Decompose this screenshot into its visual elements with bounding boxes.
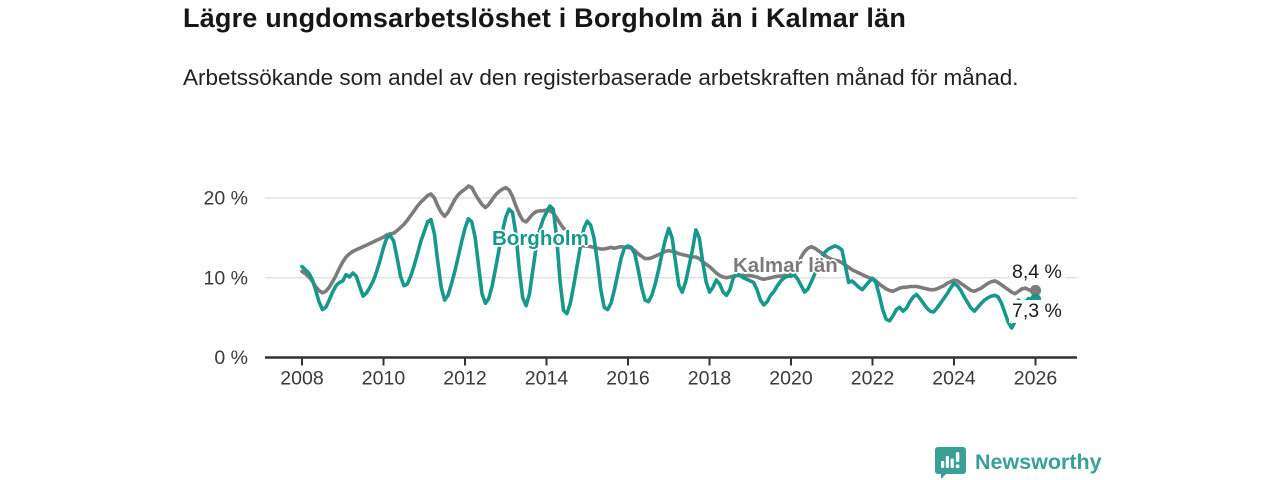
y-axis-tick-label: 10 % (204, 267, 248, 289)
x-axis-tick-label: 2024 (932, 368, 976, 390)
x-axis-tick-label: 2014 (525, 368, 569, 390)
series-end-dot (1029, 284, 1042, 297)
x-axis-tick-label: 2020 (769, 368, 813, 390)
newsworthy-logo: Newsworthy (935, 446, 1102, 479)
x-axis-tick-label: 2026 (1014, 368, 1057, 390)
end-value-label-borgholm: 7,3 % (1009, 300, 1065, 323)
page-title: Lägre ungdomsarbetslöshet i Borgholm än … (183, 3, 907, 33)
y-axis-tick-label: 0 % (214, 347, 248, 369)
x-axis-tick-label: 2018 (688, 368, 731, 390)
x-axis-tick-label: 2016 (606, 368, 649, 390)
x-axis-tick-label: 2010 (362, 368, 406, 390)
series-line-kalmar-l-n (300, 184, 1038, 296)
logo-wordmark: Newsworthy (975, 450, 1102, 474)
y-axis-tick-label: 20 % (204, 188, 248, 210)
x-axis-tick-label: 2012 (443, 368, 486, 390)
series-label-borgholm: Borgholm (492, 227, 589, 250)
x-axis-tick-label: 2008 (280, 368, 323, 390)
chart-subtitle: Arbetssökande som andel av den registerb… (183, 65, 1019, 90)
series-label-kalmar: Kalmar län (733, 254, 838, 277)
end-value-label-kalmar: 8,4 % (1009, 261, 1065, 284)
series-line-borgholm (300, 204, 1038, 330)
x-axis-tick-label: 2022 (851, 368, 894, 390)
bar-chart-speech-bubble-icon (935, 447, 966, 479)
